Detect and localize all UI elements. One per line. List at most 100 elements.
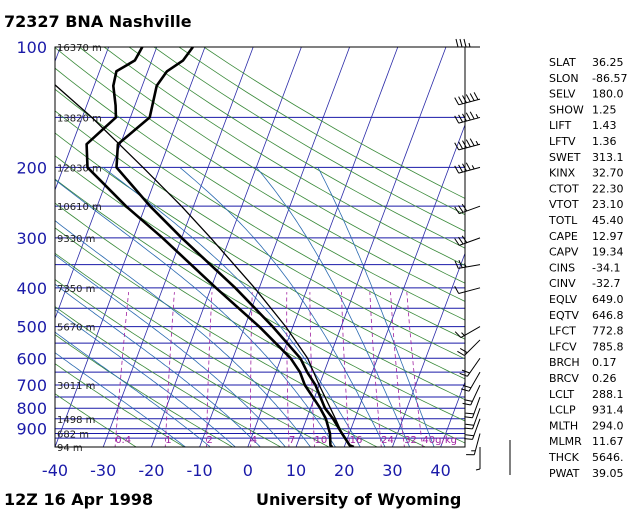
moist-adiabat-line [256, 167, 411, 447]
index-name: BRCV [549, 372, 579, 385]
mixing-ratio-line [286, 292, 290, 447]
index-name: KINX [549, 167, 576, 180]
mixing-ratio-line [369, 292, 382, 447]
temperature-axis-labels: -40 -30 -20 -10 0 10 20 30 40 [42, 461, 451, 480]
wind-barb-flag [458, 205, 464, 213]
moist-adiabat-line [55, 331, 211, 447]
wind-barb-flag [469, 93, 475, 101]
height-label: 1498 m [57, 415, 95, 426]
wind-barb-flag [464, 416, 473, 419]
temperature-tick-label: -10 [187, 461, 213, 480]
wind-barb-flag [465, 112, 471, 121]
mixing-ratio-line [390, 292, 405, 447]
wind-barb-flag [461, 203, 468, 212]
temperature-tick-label: 20 [334, 461, 354, 480]
wind-barb-flag [461, 235, 468, 243]
footer-source: University of Wyoming [256, 490, 461, 509]
dry-adiabat-line [55, 178, 465, 422]
index-name: EQLV [549, 293, 578, 306]
stability-indices-table: SLAT 36.25 SLON -86.57 SELV 180.0 SHOW 1.25 LIFT… [548, 56, 627, 480]
index-name: MLMR [549, 435, 582, 448]
moist-adiabat-line [55, 352, 187, 447]
height-labels: 16370 m 13820 m 12030 m 10610 m 9330 m 7350 m… [57, 43, 102, 454]
dry-adiabat-line [103, 47, 465, 266]
wind-barb-flag [465, 423, 474, 426]
wind-barb-half-flag [461, 332, 465, 336]
isotherm-line [295, 47, 447, 447]
index-value: 785.8 [592, 340, 624, 353]
pressure-tick-label: 100 [16, 38, 47, 57]
mixing-ratio-line [114, 292, 129, 447]
dry-adiabat-line [55, 202, 465, 444]
pressure-tick-label: 200 [16, 158, 47, 177]
wind-barb-flag [454, 238, 460, 246]
dry-adiabat-line [55, 227, 427, 447]
wind-barb-flag [465, 412, 474, 415]
index-value: 772.8 [592, 325, 624, 338]
wind-barb-half-flag [464, 263, 467, 268]
dry-adiabat-line [153, 47, 465, 232]
temperature-tick-label: -30 [90, 461, 116, 480]
wind-barb [475, 447, 481, 471]
index-value: 32.70 [592, 167, 624, 180]
dry-adiabat-line [55, 279, 330, 447]
index-value: 1.43 [592, 119, 617, 132]
mixing-ratio-line [250, 292, 253, 447]
wind-barb-flag [465, 139, 471, 148]
wind-barb [454, 92, 481, 106]
wind-barb-staff [472, 408, 481, 430]
mixing-ratio-line [341, 292, 351, 447]
index-value: 931.4 [592, 404, 624, 417]
mixing-ratio-line [309, 292, 316, 447]
moist-adiabat-line [103, 167, 361, 447]
chart-title: 72327 BNA Nashville [4, 12, 192, 31]
wind-barb-flag [454, 165, 460, 174]
wind-barb-flag [457, 350, 465, 356]
index-value: -34.1 [592, 261, 620, 274]
dry-adiabat-line [55, 334, 234, 447]
index-name: VTOT [549, 198, 579, 211]
footer-date: 12Z 16 Apr 1998 [4, 490, 153, 509]
wind-barb-staff [473, 433, 481, 455]
height-label: 7350 m [57, 284, 95, 295]
wind-barb-flag [454, 260, 459, 269]
temperature-tick-label: -20 [138, 461, 164, 480]
dry-adiabat-line [55, 88, 465, 340]
wind-barb-staff [460, 326, 481, 339]
temperature-tick-label: -40 [42, 461, 68, 480]
height-label: 682 m [57, 430, 89, 441]
wind-barb-flag [454, 142, 460, 151]
mixing-ratio-label: 40g/kg [422, 435, 457, 446]
wind-barb-flag [454, 331, 462, 338]
dry-adiabat-line [55, 47, 465, 302]
height-label: 9330 m [57, 234, 95, 245]
wind-barb-flag [469, 138, 475, 147]
wind-barb-flag [454, 206, 460, 214]
index-name: SLAT [549, 56, 576, 69]
wind-barb-flag [463, 38, 467, 48]
pressure-tick-label: 900 [16, 420, 47, 439]
dry-adiabat-line [78, 47, 465, 284]
wind-barb [455, 38, 480, 48]
wind-barb-staff [459, 237, 481, 246]
mixing-ratio-label: 10 [315, 435, 328, 446]
isotherm-line [247, 47, 399, 447]
wind-barb-flag [454, 97, 460, 106]
wind-barb [454, 111, 481, 124]
wind-barb-half-flag [475, 140, 479, 145]
wind-barb-flag [462, 402, 471, 406]
height-label: 10610 m [57, 202, 102, 213]
mixing-ratio-line [206, 292, 213, 447]
wind-barb-flag [454, 115, 460, 124]
isotherm-line [199, 47, 350, 447]
wind-barb-half-flag [471, 165, 475, 170]
height-label: 5670 m [57, 323, 95, 334]
wind-barb-flag [459, 372, 468, 377]
wind-barb-flag [465, 434, 474, 437]
wind-barb-flag [454, 286, 460, 294]
moist-adiabat-line [55, 220, 312, 447]
mixing-ratio-label: 16 [350, 435, 363, 446]
mixing-ratio-label: 1 [165, 435, 171, 446]
wind-barb [454, 162, 481, 174]
wind-barb-flag [462, 385, 472, 389]
